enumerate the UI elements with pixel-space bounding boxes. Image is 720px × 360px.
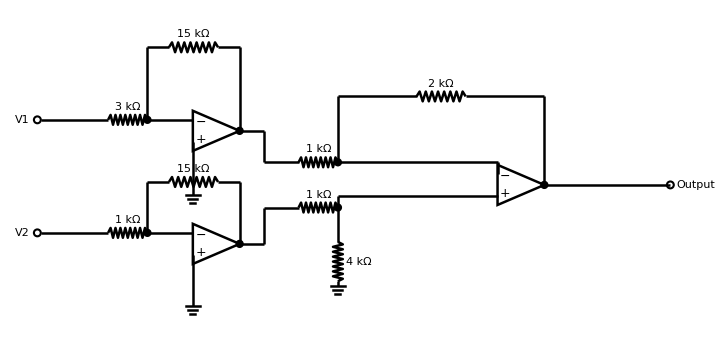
Circle shape: [236, 127, 243, 134]
Text: 1 kΩ: 1 kΩ: [305, 190, 331, 200]
Circle shape: [144, 229, 151, 236]
Text: 15 kΩ: 15 kΩ: [177, 164, 210, 174]
Text: 2 kΩ: 2 kΩ: [428, 78, 454, 89]
Circle shape: [236, 240, 243, 247]
Text: 4 kΩ: 4 kΩ: [346, 257, 372, 267]
Text: 1 kΩ: 1 kΩ: [305, 144, 331, 154]
Text: 3 kΩ: 3 kΩ: [115, 102, 140, 112]
Text: +: +: [195, 246, 206, 259]
Text: +: +: [500, 187, 510, 200]
Text: Output: Output: [676, 180, 715, 190]
Text: −: −: [500, 170, 510, 183]
Text: −: −: [195, 229, 206, 242]
Circle shape: [335, 204, 341, 211]
Text: 1 kΩ: 1 kΩ: [115, 215, 140, 225]
Text: +: +: [195, 133, 206, 146]
Text: V1: V1: [15, 115, 30, 125]
Circle shape: [144, 116, 151, 123]
Text: −: −: [195, 116, 206, 129]
Circle shape: [335, 159, 341, 166]
Circle shape: [541, 181, 548, 188]
Text: V2: V2: [14, 228, 30, 238]
Text: 15 kΩ: 15 kΩ: [177, 30, 210, 40]
